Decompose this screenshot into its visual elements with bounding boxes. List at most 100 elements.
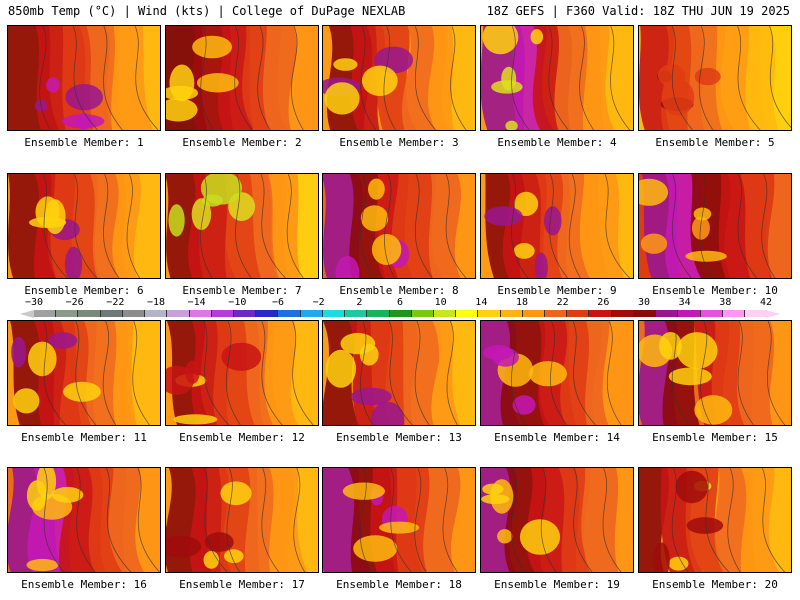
ensemble-member-label: Ensemble Member: 19 bbox=[494, 578, 620, 591]
ensemble-member-label: Ensemble Member: 18 bbox=[336, 578, 462, 591]
colorbar-swatch-20 bbox=[478, 310, 501, 317]
ensemble-panel-9 bbox=[480, 173, 634, 279]
colorbar-swatch-16 bbox=[389, 310, 412, 317]
colorbar-swatch-19 bbox=[456, 310, 479, 317]
colorbar-tick-label: −22 bbox=[106, 297, 125, 308]
temperature-map-7 bbox=[166, 174, 318, 278]
colorbar-tick-label: −10 bbox=[228, 297, 247, 308]
temperature-map-6 bbox=[8, 174, 160, 278]
ensemble-member-label: Ensemble Member: 11 bbox=[21, 431, 147, 444]
colorbar-swatch-14 bbox=[345, 310, 368, 317]
colorbar-swatch-11 bbox=[278, 310, 301, 317]
colorbar-tick-label: 6 bbox=[396, 297, 404, 308]
colorbar-swatch-6 bbox=[167, 310, 190, 317]
colorbar-swatch-13 bbox=[322, 310, 346, 317]
ensemble-member-label: Ensemble Member: 17 bbox=[179, 578, 305, 591]
colorbar-swatch-5 bbox=[145, 310, 168, 317]
ensemble-panel-20 bbox=[638, 467, 792, 573]
colorbar-tick-label: −30 bbox=[24, 297, 44, 308]
colorbar-swatch-17 bbox=[411, 310, 434, 317]
colorbar-swatch-32 bbox=[745, 310, 767, 317]
ensemble-panel-2 bbox=[165, 25, 319, 131]
ensemble-member-label: Ensemble Member: 14 bbox=[494, 431, 620, 444]
ensemble-panel-17 bbox=[165, 467, 319, 573]
ensemble-panel-8 bbox=[322, 173, 476, 279]
colorbar-swatch-29 bbox=[678, 310, 701, 317]
colorbar-tick-label: −14 bbox=[187, 297, 206, 308]
colorbar-tick-label: 26 bbox=[597, 297, 610, 308]
ensemble-member-label: Ensemble Member: 9 bbox=[497, 284, 617, 297]
temperature-map-3 bbox=[323, 26, 475, 130]
colorbar-swatch-2 bbox=[78, 310, 101, 317]
ensemble-panel-3 bbox=[322, 25, 476, 131]
colorbar-swatch-31 bbox=[722, 310, 745, 317]
ensemble-member-label: Ensemble Member: 15 bbox=[652, 431, 778, 444]
temperature-map-2 bbox=[166, 26, 318, 130]
ensemble-member-label: Ensemble Member: 2 bbox=[182, 136, 302, 149]
ensemble-panel-16 bbox=[7, 467, 161, 573]
ensemble-member-label: Ensemble Member: 5 bbox=[655, 136, 775, 149]
ensemble-member-label: Ensemble Member: 4 bbox=[497, 136, 617, 149]
ensemble-member-label: Ensemble Member: 7 bbox=[182, 284, 302, 297]
temperature-map-14 bbox=[481, 321, 633, 425]
colorbar-swatch-12 bbox=[300, 310, 323, 317]
colorbar-tick-label: 34 bbox=[678, 297, 691, 308]
run-valid-time: 18Z GEFS | F360 Valid: 18Z THU JUN 19 20… bbox=[486, 4, 790, 18]
colorbar-tick-label: −26 bbox=[65, 297, 84, 308]
ensemble-panel-11 bbox=[7, 320, 161, 426]
temperature-map-16 bbox=[8, 468, 160, 572]
colorbar-max-arrow bbox=[766, 310, 780, 318]
temperature-map-17 bbox=[166, 468, 318, 572]
colorbar-swatch-26 bbox=[611, 310, 634, 317]
colorbar-tick-label: 38 bbox=[719, 297, 732, 308]
temperature-map-11 bbox=[8, 321, 160, 425]
ensemble-member-label: Ensemble Member: 13 bbox=[336, 431, 462, 444]
map-title: 850mb Temp (°C) | Wind (kts) | College o… bbox=[8, 4, 406, 18]
colorbar-tick-label: 14 bbox=[475, 297, 488, 308]
ensemble-member-label: Ensemble Member: 3 bbox=[339, 136, 459, 149]
ensemble-member-label: Ensemble Member: 12 bbox=[179, 431, 305, 444]
temperature-map-12 bbox=[166, 321, 318, 425]
temperature-map-18 bbox=[323, 468, 475, 572]
ensemble-panel-6 bbox=[7, 173, 161, 279]
colorbar-swatch-15 bbox=[367, 310, 390, 317]
colorbar-swatch-0 bbox=[34, 310, 57, 317]
ensemble-member-label: Ensemble Member: 1 bbox=[24, 136, 144, 149]
ensemble-panel-1 bbox=[7, 25, 161, 131]
ensemble-panel-5 bbox=[638, 25, 792, 131]
colorbar-tick-label: 2 bbox=[356, 297, 363, 308]
colorbar-swatch-30 bbox=[700, 310, 723, 317]
colorbar-tick-label: −6 bbox=[271, 297, 285, 308]
temperature-map-8 bbox=[323, 174, 475, 278]
colorbar-tick-label: 30 bbox=[637, 297, 651, 308]
ensemble-panel-10 bbox=[638, 173, 792, 279]
temperature-map-20 bbox=[639, 468, 791, 572]
temperature-map-19 bbox=[481, 468, 633, 572]
temperature-map-4 bbox=[481, 26, 633, 130]
colorbar-tick-label: −18 bbox=[146, 297, 166, 308]
colorbar-swatch-28 bbox=[656, 310, 679, 317]
temperature-map-13 bbox=[323, 321, 475, 425]
ensemble-member-label: Ensemble Member: 20 bbox=[652, 578, 778, 591]
temperature-map-15 bbox=[639, 321, 791, 425]
ensemble-panel-15 bbox=[638, 320, 792, 426]
ensemble-panel-18 bbox=[322, 467, 476, 573]
temperature-map-5 bbox=[639, 26, 791, 130]
colorbar-swatch-23 bbox=[545, 310, 568, 317]
colorbar-swatch-7 bbox=[189, 310, 212, 317]
colorbar-swatch-10 bbox=[256, 310, 279, 317]
colorbar-tick-label: −2 bbox=[312, 297, 325, 308]
ensemble-panel-7 bbox=[165, 173, 319, 279]
ensemble-member-label: Ensemble Member: 16 bbox=[21, 578, 147, 591]
colorbar-swatch-27 bbox=[633, 310, 657, 317]
colorbar-swatch-9 bbox=[233, 310, 257, 317]
colorbar-swatch-21 bbox=[500, 310, 523, 317]
ensemble-member-label: Ensemble Member: 6 bbox=[24, 284, 144, 297]
temperature-map-10 bbox=[639, 174, 791, 278]
ensemble-member-label: Ensemble Member: 10 bbox=[652, 284, 778, 297]
ensemble-panel-14 bbox=[480, 320, 634, 426]
colorbar-tick-label: 22 bbox=[556, 297, 569, 308]
colorbar-swatch-3 bbox=[100, 310, 123, 317]
colorbar-swatch-18 bbox=[433, 310, 457, 317]
colorbar-tick-label: 10 bbox=[434, 297, 447, 308]
